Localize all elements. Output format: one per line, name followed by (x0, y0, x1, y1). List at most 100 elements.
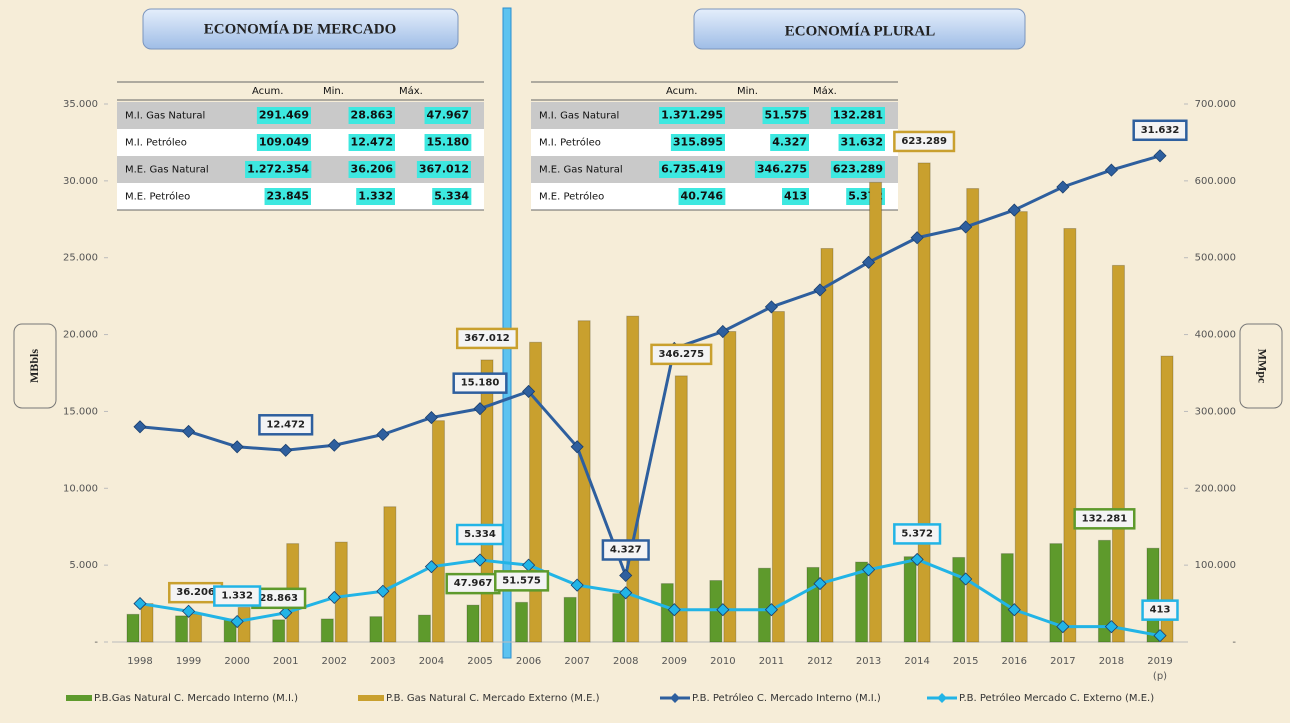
data-label: 132.281 (1082, 513, 1128, 524)
data-label: 47.967 (454, 578, 493, 589)
marker (862, 255, 876, 269)
cell-highlight (348, 107, 395, 124)
data-label-box (455, 327, 519, 350)
table-cell: 291.469 (259, 109, 309, 122)
bar (1111, 264, 1125, 643)
cell-highlight (659, 161, 725, 178)
cell-highlight (830, 161, 885, 178)
marker (376, 584, 390, 598)
y-tick-label: 20.000 (63, 330, 98, 341)
data-label: 5.372 (901, 528, 933, 539)
y-tick-label: 10.000 (63, 483, 98, 494)
table-cell: 1.371.295 (661, 109, 723, 122)
data-label: 31.632 (1141, 125, 1180, 136)
y2-tick-label: 100.000 (1195, 560, 1236, 571)
x-tick-label: 2017 (1050, 656, 1075, 667)
table-row-label: M.I. Petróleo (125, 137, 187, 149)
marker (230, 440, 244, 454)
x-tick-label: 2010 (710, 656, 735, 667)
panel-box (693, 8, 1026, 50)
data-label: 36.206 (176, 587, 215, 598)
bar (383, 506, 397, 643)
marker (1104, 620, 1118, 634)
bar (917, 162, 931, 643)
y2-tick-label: 200.000 (1195, 483, 1236, 494)
cell-highlight (245, 161, 312, 178)
x-tick-label: 2018 (1099, 656, 1124, 667)
bar (334, 541, 348, 643)
table-cell: 28.863 (351, 109, 393, 122)
bar (952, 556, 966, 643)
marker (1153, 149, 1167, 163)
data-label: 51.575 (502, 575, 541, 586)
table-cell: 413 (784, 190, 807, 203)
legend-marker (670, 693, 680, 703)
bar (1063, 228, 1077, 643)
cell-highlight (830, 107, 885, 124)
table-cell: 47.967 (427, 109, 469, 122)
bar (126, 613, 140, 643)
table-cell: 5.334 (434, 190, 469, 203)
marker (1007, 603, 1021, 617)
panel-box (142, 8, 459, 50)
table-cell: 23.845 (267, 190, 309, 203)
axis-label-box (13, 323, 57, 409)
marker (182, 424, 196, 438)
cell-highlight (770, 134, 809, 151)
y2-tick-label: 700.000 (1195, 99, 1236, 110)
marker (716, 603, 730, 617)
marker (424, 560, 438, 574)
table-header: Min. (737, 86, 758, 97)
x-tick-label: 2006 (516, 656, 541, 667)
table-header: Máx. (399, 85, 423, 97)
marker (910, 552, 924, 566)
bar (563, 596, 577, 643)
data-label-box (650, 343, 713, 366)
data-label: 28.863 (259, 593, 298, 604)
x-tick-label: 2012 (807, 656, 832, 667)
x-tick-label: 2019 (1147, 656, 1172, 667)
bar (140, 603, 154, 643)
x-tick-label: 1999 (176, 656, 201, 667)
bar (1000, 553, 1014, 643)
legend-label: P.B.Gas Natural C. Mercado Interno (M.I.… (94, 693, 298, 704)
y-tick-label: 15.000 (63, 406, 98, 417)
line (139, 557, 1161, 638)
cell-highlight (432, 188, 472, 205)
bar (515, 601, 529, 643)
marker (473, 402, 487, 416)
bar (1097, 539, 1111, 643)
marker (279, 443, 293, 457)
data-label-box (893, 523, 942, 545)
x-tick-label: 2003 (370, 656, 395, 667)
data-label-box (1141, 599, 1179, 621)
marker (1104, 163, 1118, 177)
marker (424, 411, 438, 425)
bar (820, 247, 834, 643)
x-tick-label: 2009 (662, 656, 687, 667)
x-tick-label: 2013 (856, 656, 881, 667)
marker (862, 563, 876, 577)
bar (189, 613, 203, 643)
cell-highlight (838, 134, 885, 151)
bar (175, 615, 189, 643)
cell-highlight (424, 134, 472, 151)
bar (674, 375, 688, 643)
table-cell: 6.735.419 (661, 163, 723, 176)
data-label-box (1132, 119, 1188, 142)
bar (577, 320, 591, 643)
data-label-box (1073, 508, 1136, 530)
x-tick-label: 2008 (613, 656, 638, 667)
table-cell: 346.275 (757, 163, 807, 176)
data-label-box (455, 523, 505, 546)
bar (723, 330, 737, 643)
cell-highlight (659, 107, 725, 124)
marker (133, 597, 147, 611)
table-cell: 51.575 (765, 109, 807, 122)
bar (1049, 543, 1063, 643)
marker (959, 572, 973, 586)
bar (1014, 211, 1028, 643)
legend-label: P.B. Petróleo Mercado C. Externo (M.E.) (959, 692, 1154, 704)
data-label: 367.012 (464, 333, 510, 344)
marker (813, 577, 827, 591)
